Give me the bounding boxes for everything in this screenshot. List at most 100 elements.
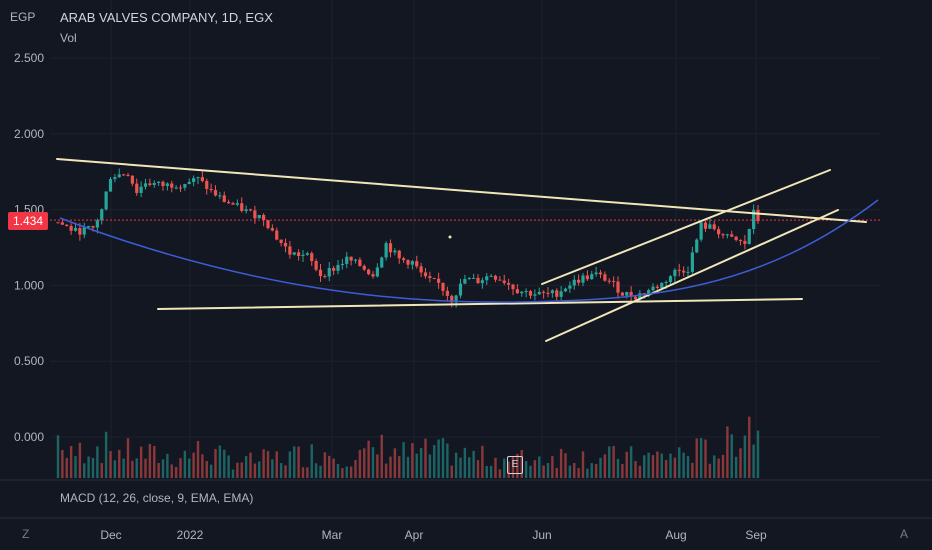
candle-body	[686, 271, 690, 273]
candle-body	[270, 228, 274, 231]
candle-body	[292, 252, 296, 255]
candle-body	[218, 195, 222, 197]
candle-body	[65, 224, 69, 227]
candle-body	[104, 191, 108, 210]
volume-bar	[748, 416, 751, 478]
candle-body	[703, 222, 708, 229]
volume-bar	[446, 443, 449, 478]
volume-bar	[153, 445, 156, 478]
volume-bar	[542, 465, 545, 478]
volume-bar	[306, 467, 309, 478]
y-tick-label: 1.000	[14, 278, 44, 292]
candle-body	[244, 209, 248, 211]
volume-bar	[393, 448, 397, 478]
volume-bar	[74, 456, 77, 478]
volume-bar	[104, 431, 108, 478]
volume-bar	[258, 461, 261, 478]
candle-body	[647, 290, 651, 294]
volume-bar	[161, 459, 165, 478]
candle-body	[367, 269, 371, 275]
candle-body	[157, 181, 161, 183]
candle-body	[100, 209, 104, 221]
volume-bar	[113, 460, 117, 478]
volume-bar	[603, 454, 607, 478]
volume-bar	[529, 465, 532, 478]
candle-body	[568, 285, 572, 289]
volume-bar	[656, 451, 659, 478]
candle-body	[126, 174, 130, 176]
volume-bar	[297, 446, 300, 478]
candle-body	[113, 177, 117, 180]
volume-bar	[441, 438, 445, 478]
volume-bar	[367, 440, 370, 478]
macd-label: MACD (12, 26, close, 9, EMA, EMA)	[60, 491, 254, 505]
volume-bar	[179, 458, 182, 478]
volume-bar	[577, 468, 580, 478]
volume-bar	[433, 445, 436, 478]
candle-body	[572, 279, 576, 286]
volume-bar	[148, 444, 152, 478]
trendline-drawing	[541, 169, 831, 285]
candle-body	[428, 276, 432, 278]
volume-bar	[201, 454, 204, 478]
volume-bar	[345, 466, 348, 478]
volume-bar	[196, 440, 200, 478]
earnings-marker-icon[interactable]: E	[507, 456, 523, 474]
candle-body	[537, 291, 541, 295]
candle-body	[463, 279, 467, 284]
volume-bar	[262, 449, 265, 478]
candle-body	[629, 291, 633, 297]
volume-bar	[481, 445, 484, 478]
volume-bar	[454, 452, 458, 478]
volume-bar	[69, 446, 73, 478]
candle-body	[148, 183, 152, 185]
volume-bar	[682, 452, 685, 478]
candle-body	[135, 183, 139, 193]
curve-drawing	[59, 199, 879, 303]
candle-body	[590, 274, 594, 280]
candle-body	[756, 209, 760, 222]
volume-bar	[660, 453, 663, 478]
candle-body	[515, 289, 519, 294]
volume-bar	[608, 446, 611, 478]
volume-bar	[468, 457, 471, 478]
volume-bar	[319, 465, 322, 478]
timezone-toggle[interactable]: Z	[22, 527, 30, 541]
candle-body	[130, 175, 134, 184]
candle-body	[546, 292, 550, 294]
candle-body	[682, 270, 686, 273]
candle-body	[240, 203, 244, 211]
volume-bar	[717, 458, 720, 478]
volume-bar	[739, 448, 742, 478]
volume-bar	[209, 464, 213, 478]
volume-bar	[227, 455, 230, 478]
candle-body	[165, 183, 169, 186]
volume-bar	[533, 460, 537, 478]
candle-body	[660, 282, 664, 288]
volume-bar	[752, 444, 755, 478]
volume-bar	[428, 454, 432, 478]
candle-body	[174, 187, 178, 189]
volume-bar	[524, 461, 528, 478]
candle-body	[542, 291, 546, 293]
candle-body	[406, 260, 410, 265]
auto-scale-toggle[interactable]: A	[900, 527, 909, 541]
candle-body	[454, 295, 458, 303]
candle-body	[78, 228, 82, 235]
volume-bar	[713, 455, 716, 478]
volume-bar	[131, 460, 134, 478]
volume-bar	[594, 464, 598, 478]
candle-body	[752, 209, 756, 230]
candle-body	[161, 181, 165, 186]
volume-bar	[371, 447, 375, 478]
volume-bar	[188, 458, 191, 478]
volume-bar	[485, 466, 488, 478]
volume-bar	[503, 458, 506, 478]
candle-body	[476, 277, 480, 284]
volume-bar	[384, 463, 388, 478]
volume-bar	[122, 458, 125, 478]
candle-body	[95, 220, 99, 228]
candle-body	[262, 214, 266, 221]
volume-bar	[332, 458, 335, 478]
